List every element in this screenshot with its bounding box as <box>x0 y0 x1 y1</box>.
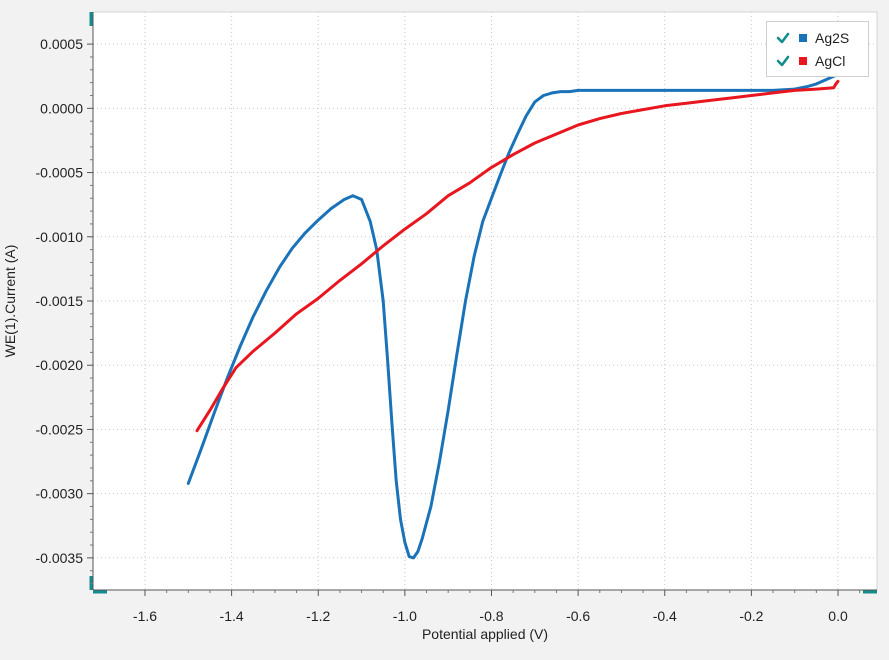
x-tick-label: -0.4 <box>653 608 677 624</box>
y-tick-label: -0.0015 <box>36 293 84 309</box>
axes: 0.0005 0.0000 -0.0005 -0.0010 -0.0015 -0.0020… <box>36 11 878 624</box>
y-axis-label: WE(1).Current (A) <box>2 245 18 358</box>
y-tick-label: -0.0030 <box>36 486 84 502</box>
x-tick-label: 0.0 <box>828 608 848 624</box>
legend: Ag2S AgCl <box>766 21 869 77</box>
series-ag2s-line <box>186 73 840 560</box>
y-tick-label: -0.0035 <box>36 550 84 566</box>
y-tick-label: 0.0000 <box>40 100 83 116</box>
x-tick-label: -1.0 <box>393 608 417 624</box>
x-tick-label: -1.6 <box>133 608 157 624</box>
check-icon[interactable] <box>775 53 791 69</box>
check-icon[interactable] <box>775 30 791 46</box>
series-agcl-line <box>195 79 840 433</box>
y-tick-label: -0.0025 <box>36 421 84 437</box>
legend-swatch-ag2s <box>799 34 807 42</box>
x-tick-label: -0.2 <box>739 608 763 624</box>
x-axis-label: Potential applied (V) <box>422 626 548 642</box>
y-tick-label: -0.0010 <box>36 229 84 245</box>
y-tick-label: -0.0005 <box>36 165 84 181</box>
legend-item-agcl[interactable]: AgCl <box>775 51 845 71</box>
x-tick-label: -1.4 <box>220 608 244 624</box>
series-layer <box>186 73 840 560</box>
x-tick-label: -0.6 <box>566 608 590 624</box>
legend-item-ag2s[interactable]: Ag2S <box>775 28 849 48</box>
y-tick-label: 0.0005 <box>40 36 83 52</box>
legend-label-agcl: AgCl <box>815 53 846 69</box>
legend-swatch-agcl <box>799 57 807 65</box>
legend-label-ag2s: Ag2S <box>815 30 850 46</box>
x-tick-label: -1.2 <box>306 608 330 624</box>
x-tick-label: -0.8 <box>479 608 503 624</box>
y-tick-label: -0.0020 <box>36 357 84 373</box>
